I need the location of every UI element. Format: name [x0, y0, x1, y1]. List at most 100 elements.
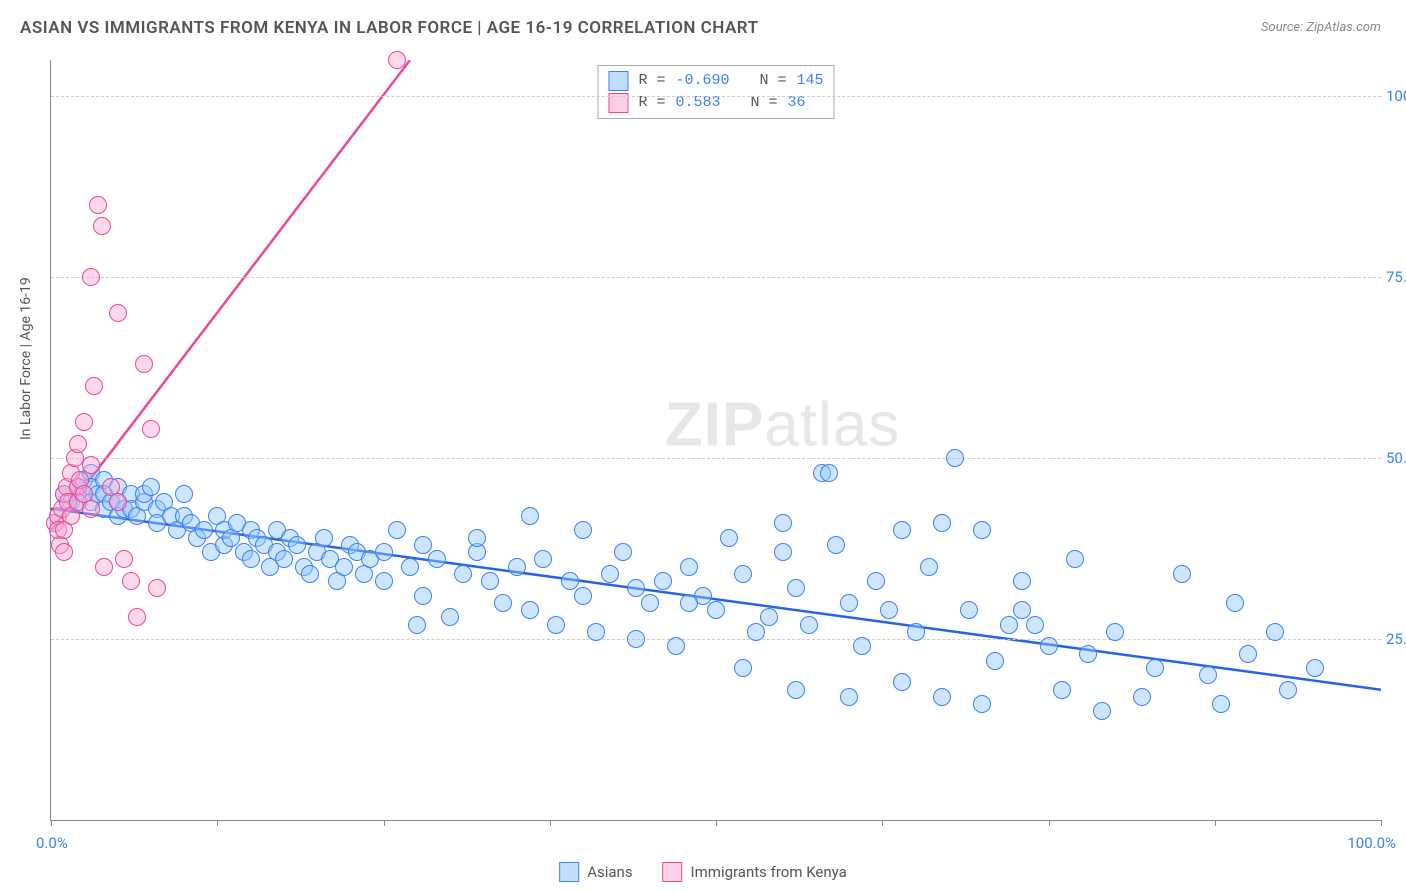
asians-point — [867, 572, 885, 590]
chart-title: ASIAN VS IMMIGRANTS FROM KENYA IN LABOR … — [20, 18, 759, 38]
asians-point — [401, 558, 419, 576]
n-value: 145 — [797, 70, 824, 92]
asians-point — [787, 681, 805, 699]
asians-point — [521, 507, 539, 525]
asians-point — [547, 616, 565, 634]
kenya-point — [82, 268, 100, 286]
asians-point — [680, 594, 698, 612]
asians-point — [1013, 572, 1031, 590]
regression-lines-svg — [51, 60, 1381, 820]
asians-point — [1040, 637, 1058, 655]
kenya-point — [135, 355, 153, 373]
asians-point — [587, 623, 605, 641]
asians-point — [973, 521, 991, 539]
legend-item: Immigrants from Kenya — [663, 862, 847, 882]
asians-point — [335, 558, 353, 576]
asians-point — [734, 659, 752, 677]
x-axis-min-label: 0.0% — [36, 834, 68, 852]
watermark-bold: ZIP — [665, 390, 764, 459]
asians-point — [1199, 666, 1217, 684]
asians-point — [933, 688, 951, 706]
asians-point — [747, 623, 765, 641]
asians-point — [508, 558, 526, 576]
asians-point — [1306, 659, 1324, 677]
asians-point — [787, 579, 805, 597]
asians-point — [1106, 623, 1124, 641]
asians-point — [720, 529, 738, 547]
y-tick-label: 75.0% — [1386, 268, 1406, 286]
n-label: N = — [760, 70, 787, 92]
asians-point — [142, 478, 160, 496]
asians-point — [534, 550, 552, 568]
asians-point — [574, 521, 592, 539]
asians-point — [774, 543, 792, 561]
asians-point — [627, 579, 645, 597]
asians-point — [375, 572, 393, 590]
kenya-point — [115, 550, 133, 568]
asians-point — [853, 637, 871, 655]
asians-point — [1173, 565, 1191, 583]
asians-point — [275, 550, 293, 568]
asians-point — [1266, 623, 1284, 641]
plot-area: ZIPatlas R =-0.690N =145R = 0.583N = 36 … — [50, 60, 1381, 821]
asians-point — [1000, 616, 1018, 634]
x-tick — [1215, 820, 1216, 826]
asians-point — [388, 521, 406, 539]
x-tick — [51, 820, 52, 826]
legend-label: Immigrants from Kenya — [691, 863, 847, 881]
asians-point — [288, 536, 306, 554]
gridline — [51, 458, 1381, 459]
asians-point — [494, 594, 512, 612]
y-axis-label: In Labor Force | Age 16-19 — [18, 277, 34, 440]
n-value: 36 — [788, 92, 806, 114]
asians-point — [641, 594, 659, 612]
asians-point — [1146, 659, 1164, 677]
asians-point — [454, 565, 472, 583]
stats-row: R =-0.690N =145 — [608, 70, 823, 92]
asians-point — [680, 558, 698, 576]
r-value: 0.583 — [675, 92, 720, 114]
legend-swatch — [608, 71, 628, 91]
asians-point — [574, 587, 592, 605]
stats-box: R =-0.690N =145R = 0.583N = 36 — [597, 65, 834, 119]
kenya-point — [128, 608, 146, 626]
asians-point — [1239, 645, 1257, 663]
asians-point — [468, 529, 486, 547]
x-tick — [550, 820, 551, 826]
asians-point — [1133, 688, 1151, 706]
asians-point — [1066, 550, 1084, 568]
asians-point — [414, 536, 432, 554]
n-label: N = — [751, 92, 778, 114]
gridline — [51, 639, 1381, 640]
kenya-point — [142, 420, 160, 438]
asians-point — [946, 449, 964, 467]
asians-point — [428, 550, 446, 568]
x-tick — [882, 820, 883, 826]
kenya-point — [75, 413, 93, 431]
asians-point — [840, 594, 858, 612]
bottom-legend: Asians Immigrants from Kenya — [559, 862, 847, 882]
asians-point — [315, 529, 333, 547]
legend-swatch — [559, 862, 579, 882]
x-tick — [384, 820, 385, 826]
r-value: -0.690 — [675, 70, 729, 92]
kenya-point — [388, 51, 406, 69]
kenya-point — [85, 377, 103, 395]
x-tick — [1381, 820, 1382, 826]
asians-point — [1079, 645, 1097, 663]
asians-point — [986, 652, 1004, 670]
asians-point — [1226, 594, 1244, 612]
legend-item: Asians — [559, 862, 632, 882]
asians-point — [933, 514, 951, 532]
asians-point — [242, 550, 260, 568]
watermark: ZIPatlas — [665, 389, 900, 460]
y-tick-label: 25.0% — [1386, 630, 1406, 648]
kenya-point — [69, 435, 87, 453]
asians-point — [1279, 681, 1297, 699]
kenya-point — [93, 217, 111, 235]
kenya-point — [122, 572, 140, 590]
asians-point — [893, 673, 911, 691]
gridline — [51, 277, 1381, 278]
x-tick — [217, 820, 218, 826]
asians-point — [827, 536, 845, 554]
